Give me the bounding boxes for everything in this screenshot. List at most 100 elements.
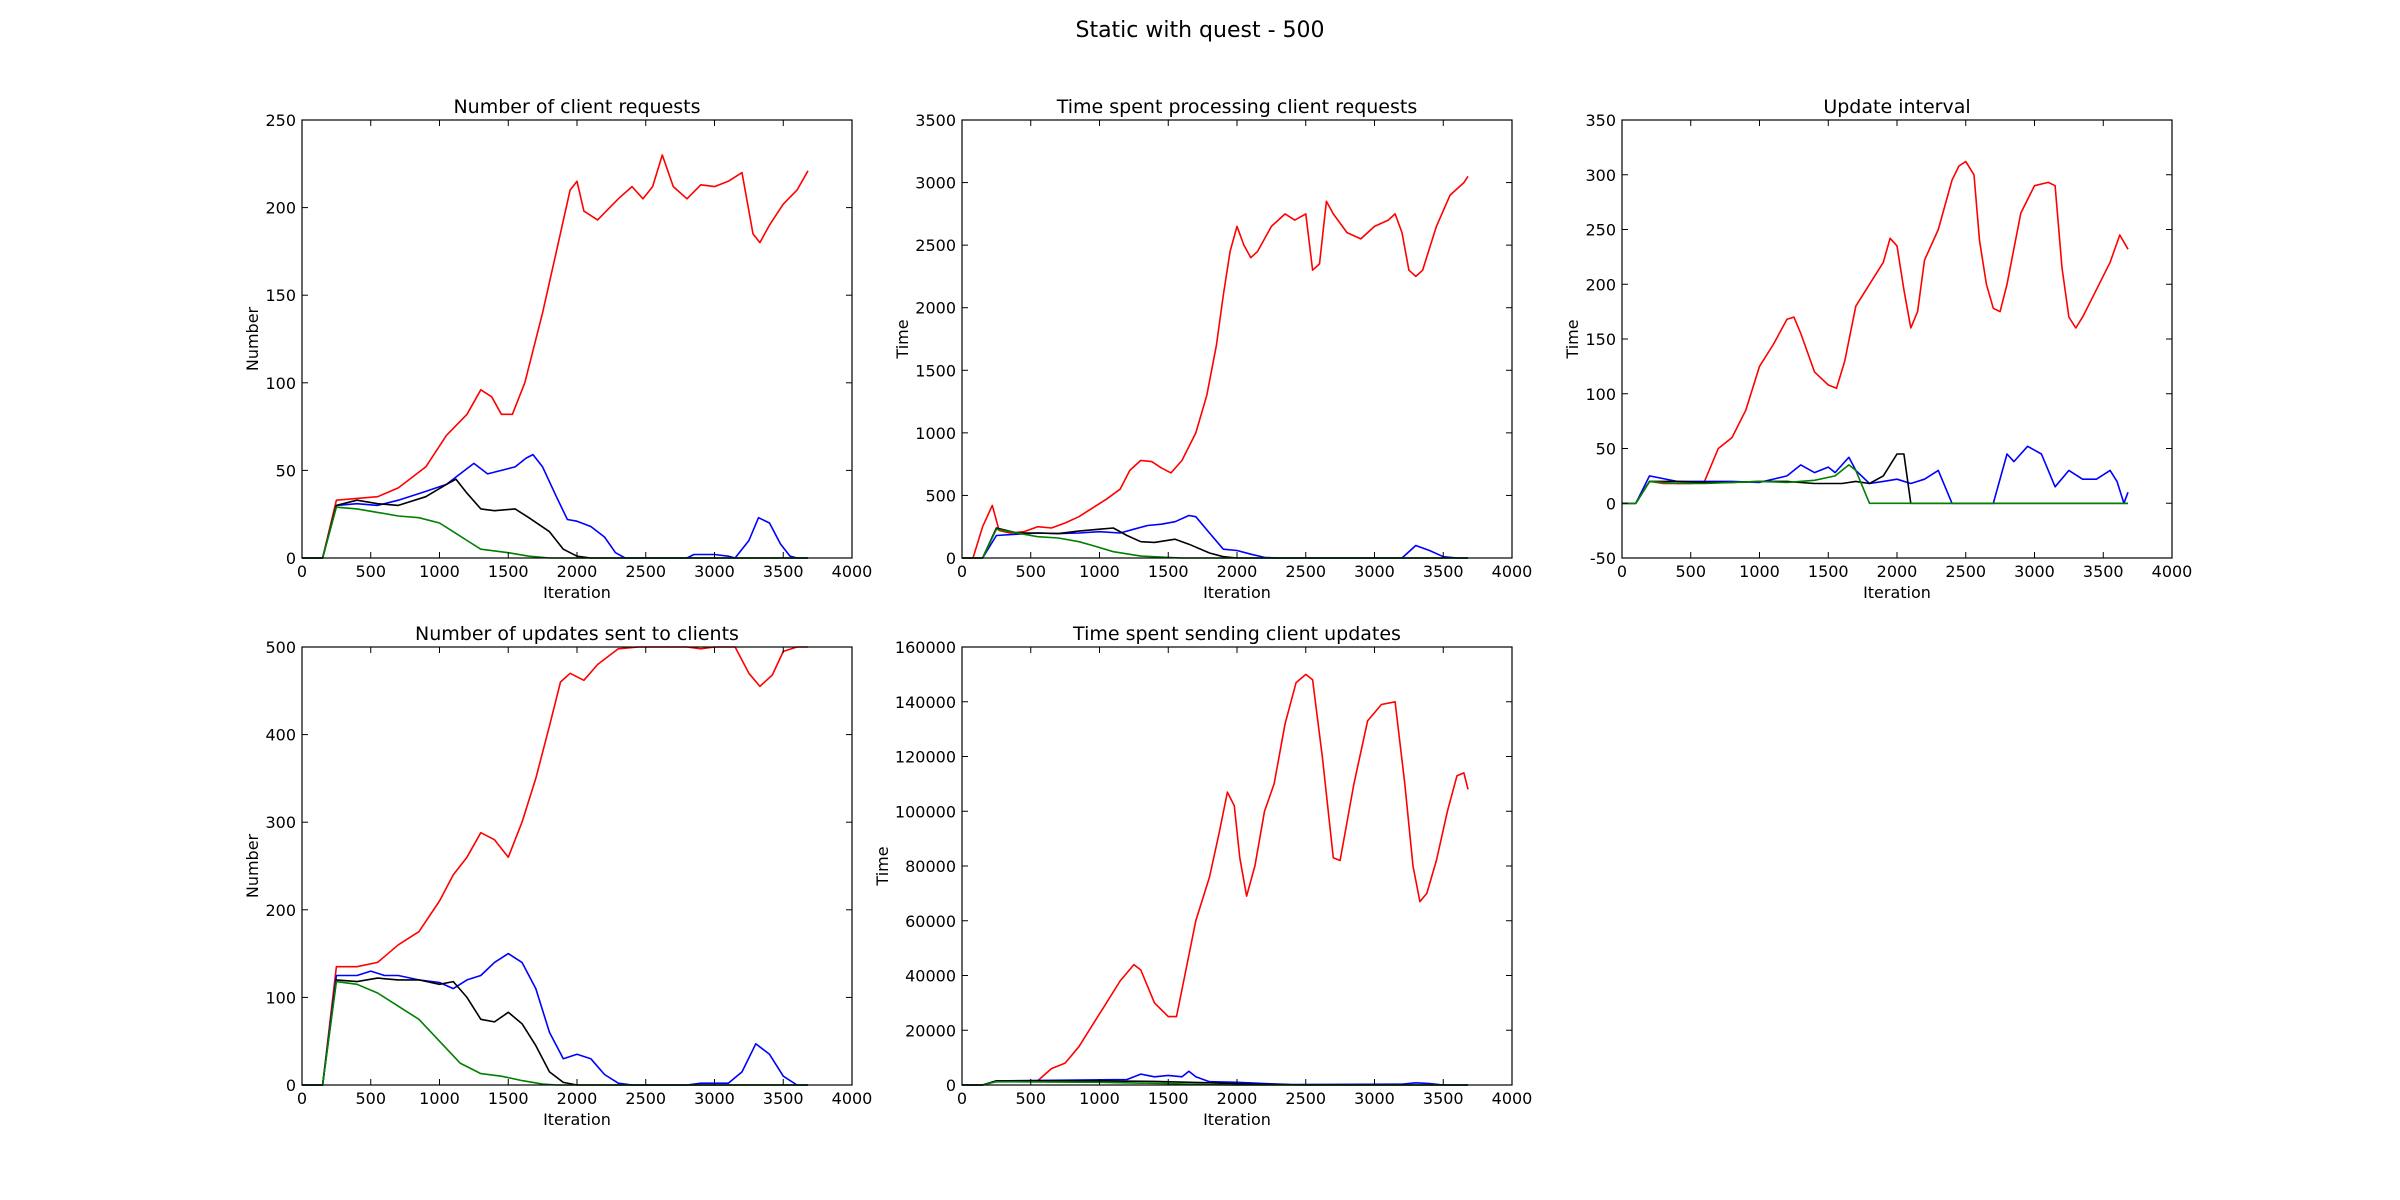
y-tick-label: 200 (265, 901, 296, 920)
x-tick-label: 2500 (625, 562, 666, 581)
x-tick-label: 2500 (1285, 1089, 1326, 1108)
x-tick-label: 2000 (557, 562, 598, 581)
x-tick-label: 0 (957, 562, 967, 581)
y-tick-label: 0 (286, 549, 296, 568)
y-axis-label: Time (873, 846, 892, 886)
y-axis-label: Time (1563, 319, 1582, 359)
y-tick-label: 0 (1606, 494, 1616, 513)
y-tick-label: 3000 (915, 174, 956, 193)
x-axis-label: Iteration (1203, 583, 1271, 602)
x-tick-label: 3500 (763, 562, 804, 581)
x-tick-label: 1500 (488, 1089, 529, 1108)
y-tick-label: 50 (1596, 440, 1616, 459)
x-tick-label: 3500 (1423, 562, 1464, 581)
y-tick-label: 1500 (915, 361, 956, 380)
x-tick-label: 0 (957, 1089, 967, 1108)
y-tick-label: 350 (1585, 111, 1616, 130)
series-line-3 (302, 506, 808, 559)
y-tick-label: 1000 (915, 424, 956, 443)
x-axis-label: Iteration (1863, 583, 1931, 602)
y-tick-label: 140000 (895, 693, 956, 712)
x-tick-label: 1000 (1079, 562, 1120, 581)
x-tick-label: 0 (297, 1089, 307, 1108)
x-tick-label: 1000 (1079, 1089, 1120, 1108)
chart-processing-time: Time spent processing client requests 0 50… (893, 96, 1533, 602)
x-tick-label: 4000 (2152, 562, 2193, 581)
series-line-2 (302, 977, 808, 1086)
series-line-3 (302, 980, 808, 1086)
x-tick-label: 2500 (625, 1089, 666, 1108)
x-tick-label: 4000 (1492, 1089, 1533, 1108)
y-axis-label: Number (243, 833, 262, 898)
chart-title: Update interval (1823, 96, 1970, 118)
y-tick-label: 500 (265, 638, 296, 657)
series-line-2 (962, 527, 1468, 559)
x-tick-label: 500 (355, 562, 386, 581)
y-tick-label: 2500 (915, 236, 956, 255)
series-line-1 (962, 1070, 1468, 1086)
series-line-3 (1622, 464, 2128, 505)
y-tick-label: 40000 (905, 967, 956, 986)
y-tick-label: 100 (265, 374, 296, 393)
x-tick-label: 2000 (557, 1089, 598, 1108)
chart-title: Time spent sending client updates (1072, 623, 1401, 645)
x-tick-label: 1500 (488, 562, 529, 581)
chart-sending-time: Time spent sending client updates 0 500 100… (873, 623, 1533, 1129)
x-axis-label: Iteration (543, 583, 611, 602)
y-tick-label: 0 (946, 1076, 956, 1095)
plot-frame (301, 119, 853, 559)
y-axis-label: Time (893, 319, 912, 359)
plot-frame (961, 646, 1513, 1086)
x-tick-label: 1000 (1739, 562, 1780, 581)
y-tick-label: 50 (276, 461, 296, 480)
chart-title: Time spent processing client requests (1056, 96, 1418, 118)
series-line-0 (1622, 160, 2129, 505)
x-tick-label: 3000 (1354, 1089, 1395, 1108)
x-tick-label: 3500 (2083, 562, 2124, 581)
series-line-0 (302, 646, 808, 1086)
y-tick-label: 20000 (905, 1021, 956, 1040)
x-tick-label: 3000 (694, 562, 735, 581)
y-tick-label: 300 (265, 813, 296, 832)
x-tick-label: 3500 (763, 1089, 804, 1108)
chart-title: Number of client requests (453, 96, 700, 118)
y-tick-label: 400 (265, 726, 296, 745)
series-line-2 (302, 478, 808, 559)
y-tick-label: 150 (1585, 330, 1616, 349)
y-tick-label: 150 (265, 286, 296, 305)
x-tick-label: 3000 (2014, 562, 2055, 581)
series-line-1 (302, 952, 808, 1086)
y-tick-label: 200 (1585, 275, 1616, 294)
x-tick-label: 500 (1675, 562, 1706, 581)
series-line-0 (302, 154, 809, 559)
y-tick-label: 100 (265, 988, 296, 1007)
y-tick-label: 60000 (905, 912, 956, 931)
series-line-1 (1622, 445, 2129, 505)
y-axis-label: Number (243, 306, 262, 371)
y-tick-label: 0 (286, 1076, 296, 1095)
x-tick-label: 2500 (1945, 562, 1986, 581)
y-tick-label: 160000 (895, 638, 956, 657)
x-axis-label: Iteration (543, 1110, 611, 1129)
y-tick-label: 2000 (915, 299, 956, 318)
x-tick-label: 2000 (1877, 562, 1918, 581)
y-tick-label: 0 (946, 549, 956, 568)
x-tick-label: 1500 (1808, 562, 1849, 581)
x-tick-label: 500 (1015, 562, 1046, 581)
y-tick-label: 100000 (895, 802, 956, 821)
series-line-0 (962, 673, 1469, 1086)
x-tick-label: 1000 (419, 1089, 460, 1108)
x-tick-label: 1000 (419, 562, 460, 581)
y-tick-label: 200 (265, 199, 296, 218)
figure-title: Static with quest - 500 (1075, 18, 1325, 43)
x-tick-label: 4000 (832, 562, 873, 581)
series-line-1 (302, 453, 808, 559)
x-tick-label: 500 (1015, 1089, 1046, 1108)
x-tick-label: 0 (297, 562, 307, 581)
y-tick-label: 80000 (905, 857, 956, 876)
x-tick-label: 1500 (1148, 562, 1189, 581)
y-tick-label: -50 (1590, 549, 1616, 568)
x-tick-label: 4000 (1492, 562, 1533, 581)
y-tick-label: 250 (1585, 221, 1616, 240)
